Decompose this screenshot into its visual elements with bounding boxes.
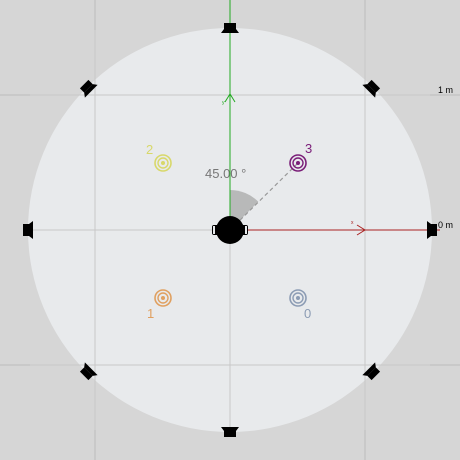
source-3[interactable]: 3	[289, 141, 312, 172]
y-axis: y	[222, 0, 236, 230]
listener-head-icon[interactable]	[212, 216, 248, 244]
scale-label-outer: 1 m	[438, 85, 453, 95]
source-target-icon[interactable]	[154, 154, 172, 172]
source-target-icon[interactable]	[289, 154, 307, 172]
speaker-icon[interactable]	[362, 78, 382, 98]
source-label: 1	[147, 306, 154, 321]
angle-readout: 45.00 °	[205, 166, 246, 181]
x-axis: x	[230, 220, 440, 236]
speaker-icon[interactable]	[78, 78, 98, 98]
speaker-icon[interactable]	[23, 221, 33, 239]
speakers	[23, 23, 437, 437]
source-label: 0	[304, 306, 311, 321]
y-axis-label: y	[222, 100, 225, 106]
speaker-icon[interactable]	[221, 23, 239, 33]
source-target-icon[interactable]	[289, 289, 307, 307]
source-2[interactable]: 2	[146, 142, 172, 172]
scale-label-inner: 0 m	[438, 220, 453, 230]
speaker-icon[interactable]	[221, 427, 239, 437]
source-1[interactable]: 1	[147, 289, 172, 321]
speaker-icon[interactable]	[78, 362, 98, 382]
source-label: 2	[146, 142, 153, 157]
speaker-icon[interactable]	[362, 362, 382, 382]
x-axis-label: x	[351, 220, 354, 226]
speaker-icon[interactable]	[427, 221, 437, 239]
source-0[interactable]: 0	[289, 289, 311, 321]
source-label: 3	[305, 141, 312, 156]
direction-line	[229, 162, 299, 231]
source-target-icon[interactable]	[154, 289, 172, 307]
